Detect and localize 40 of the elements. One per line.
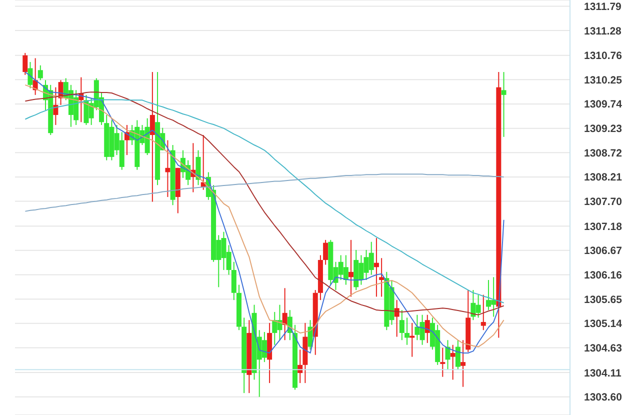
candlestick [28,62,33,89]
candlestick [501,72,506,138]
y-tick-label: 1306.16 [584,269,622,282]
candlestick [460,340,466,388]
candlestick [450,344,456,380]
candlestick [231,261,236,301]
candlestick [38,64,43,81]
y-tick-label: 1310.25 [584,74,622,86]
candlestick [196,150,201,186]
y-tick-label: 1311.28 [584,25,622,38]
candlestick [379,258,384,298]
line-series [24,174,504,212]
y-tick-label: 1304.11 [584,367,622,380]
candlestick [165,140,170,198]
y-tick-label: 1308.21 [584,172,622,184]
candlestick [404,317,410,346]
candlestick [455,340,460,370]
candlestick [374,238,379,298]
y-tick-label: 1304.63 [584,342,622,354]
y-tick-label: 1309.23 [584,123,622,136]
y-tick-label: 1307.70 [584,196,622,208]
candlestick [150,72,155,202]
candlestick [424,314,430,344]
candlestick [480,294,486,331]
y-tick-label: 1311.79 [584,0,622,13]
candlestick [282,288,288,341]
candlestick [22,52,28,76]
y-tick-label: 1303.60 [584,392,622,404]
candlestick [323,239,328,266]
candlestick [53,86,58,126]
y-tick-label: 1309.74 [584,98,622,111]
candlestick [399,310,404,341]
y-tick-label: 1310.76 [584,50,622,62]
y-tick-label: 1305.14 [584,318,622,330]
y-tick-label: 1306.67 [584,245,622,258]
candlestick [440,347,446,378]
y-tick-label: 1305.65 [584,294,622,306]
y-tick-label: 1307.18 [584,220,622,233]
y-tick-label: 1308.72 [584,147,622,160]
candlestick [348,239,354,298]
